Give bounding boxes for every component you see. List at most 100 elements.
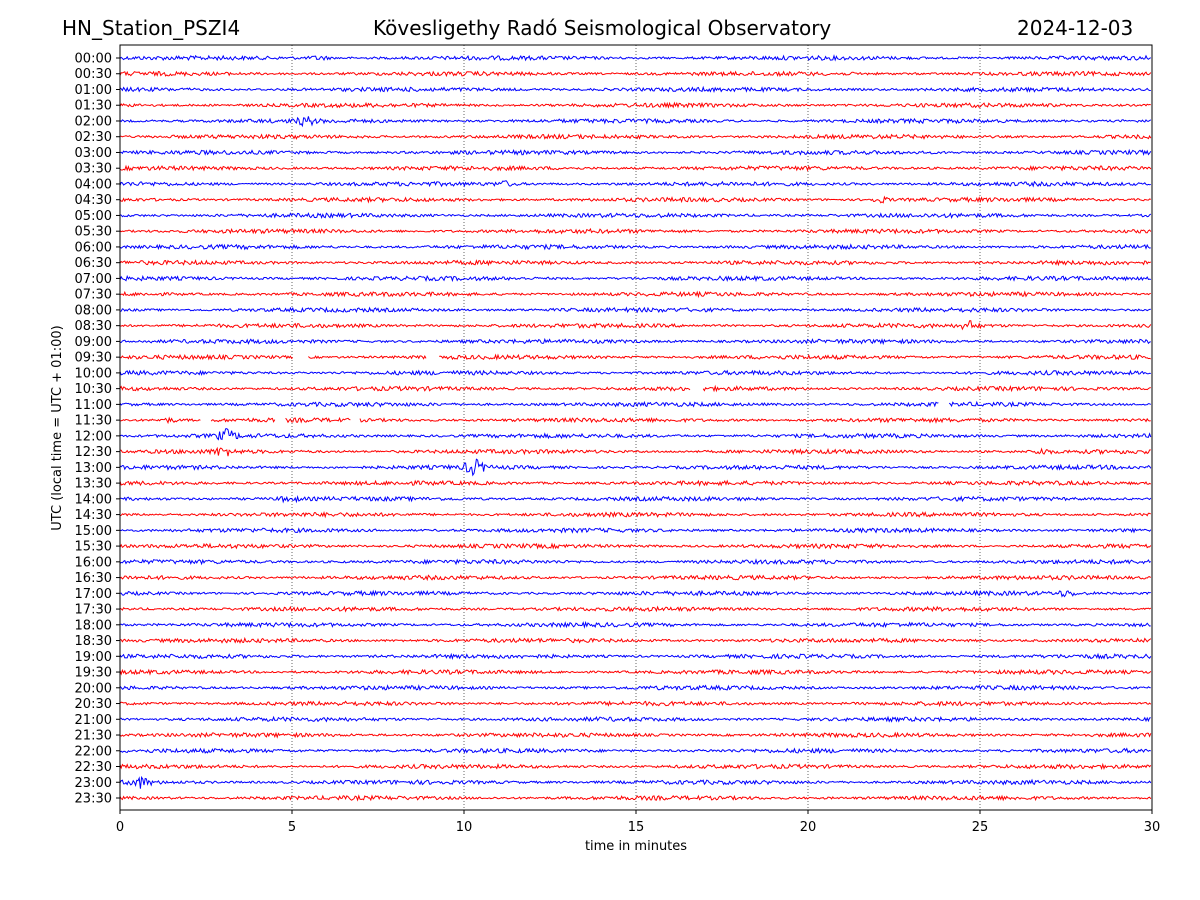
y-tick-label: 10:00 <box>75 366 112 381</box>
trace-1130 <box>359 416 1151 424</box>
trace-0930 <box>439 353 1151 361</box>
observatory-title: Kövesligethy Radó Seismological Observat… <box>373 16 832 40</box>
trace-0900 <box>119 337 1151 346</box>
y-tick-label: 02:00 <box>75 114 112 129</box>
y-tick-label: 14:30 <box>75 508 112 523</box>
trace-2200 <box>119 747 1151 754</box>
trace-1930 <box>119 668 1152 676</box>
trace-1600 <box>119 558 1152 566</box>
trace-0400 <box>119 180 1151 188</box>
x-tick-label: 10 <box>456 820 473 835</box>
y-tick-label: 20:30 <box>75 697 112 712</box>
y-tick-label: 23:00 <box>75 776 112 791</box>
trace-1830 <box>119 636 1152 644</box>
trace-2030 <box>119 700 1152 708</box>
y-tick-label: 10:30 <box>75 382 112 397</box>
y-tick-label: 03:30 <box>75 162 112 177</box>
y-tick-label: 22:30 <box>75 760 112 775</box>
trace-1000 <box>119 369 1151 377</box>
trace-0930 <box>308 354 427 360</box>
y-tick-label: 09:30 <box>75 351 112 366</box>
y-tick-label: 11:30 <box>75 414 112 429</box>
trace-2330 <box>119 794 1152 802</box>
trace-0000 <box>119 54 1152 62</box>
y-tick-label: 04:00 <box>75 177 112 192</box>
trace-0630 <box>119 259 1152 267</box>
x-tick-label: 20 <box>800 820 817 835</box>
y-tick-label: 13:00 <box>75 461 112 476</box>
x-tick-label: 0 <box>116 820 124 835</box>
trace-0600 <box>119 243 1151 251</box>
y-tick-label: 06:00 <box>75 240 112 255</box>
trace-1630 <box>119 574 1152 582</box>
trace-2230 <box>119 762 1152 770</box>
y-tick-label: 17:00 <box>75 587 112 602</box>
y-tick-label: 14:00 <box>75 492 112 507</box>
trace-0930 <box>119 353 294 361</box>
trace-1030 <box>119 385 691 392</box>
trace-0300 <box>119 148 1152 157</box>
trace-0130 <box>119 101 1151 109</box>
y-axis-label: UTC (local time = UTC + 01:00) <box>50 325 65 530</box>
y-tick-label: 23:30 <box>75 792 112 807</box>
trace-1030 <box>702 384 1151 393</box>
y-tick-label: 21:30 <box>75 729 112 744</box>
y-tick-label: 17:30 <box>75 603 112 618</box>
trace-0530 <box>119 227 1152 235</box>
trace-1500 <box>119 527 1152 534</box>
y-tick-label: 16:00 <box>75 555 112 570</box>
y-tick-label: 20:00 <box>75 681 112 696</box>
trace-1730 <box>119 605 1152 613</box>
trace-0030 <box>119 70 1152 78</box>
y-tick-label: 19:00 <box>75 650 112 665</box>
trace-1800 <box>119 620 1151 629</box>
trace-1300 <box>119 458 1152 477</box>
y-tick-label: 01:30 <box>75 99 112 114</box>
trace-1130 <box>210 417 276 423</box>
station-title: HN_Station_PSZI4 <box>62 16 241 40</box>
y-tick-label: 06:30 <box>75 256 112 271</box>
y-tick-label: 22:00 <box>75 744 112 759</box>
trace-0730 <box>119 290 1151 299</box>
trace-2130 <box>119 731 1152 739</box>
trace-0830 <box>119 320 1152 331</box>
y-tick-label: 08:30 <box>75 319 112 334</box>
trace-0700 <box>119 274 1151 283</box>
y-tick-label: 02:30 <box>75 130 112 145</box>
y-tick-label: 11:00 <box>75 398 112 413</box>
trace-2000 <box>119 684 1151 692</box>
y-tick-label: 19:30 <box>75 666 112 681</box>
x-axis-label: time in minutes <box>585 839 687 854</box>
y-tick-label: 00:30 <box>75 67 112 82</box>
trace-0430 <box>119 195 1151 204</box>
trace-1200 <box>119 428 1152 441</box>
trace-0330 <box>119 164 1152 172</box>
y-tick-label: 18:30 <box>75 634 112 649</box>
trace-2100 <box>120 715 1151 723</box>
trace-1100 <box>119 400 939 408</box>
trace-0100 <box>119 85 1151 94</box>
y-tick-label: 16:30 <box>75 571 112 586</box>
x-tick-label: 25 <box>972 820 989 835</box>
trace-1700 <box>119 589 1151 598</box>
trace-1100 <box>948 400 1152 408</box>
y-tick-label: 00:00 <box>75 52 112 67</box>
y-tick-label: 05:00 <box>75 209 112 224</box>
trace-1130 <box>119 416 201 425</box>
trace-2300 <box>119 775 1152 789</box>
trace-1900 <box>119 652 1152 660</box>
trace-1530 <box>119 542 1152 550</box>
trace-1330 <box>119 479 1152 487</box>
x-tick-label: 5 <box>288 820 296 835</box>
y-tick-label: 03:00 <box>75 146 112 161</box>
y-tick-label: 09:00 <box>75 335 112 350</box>
y-tick-label: 04:30 <box>75 193 112 208</box>
trace-1230 <box>119 446 1151 457</box>
trace-0500 <box>119 212 1152 220</box>
y-tick-label: 08:00 <box>75 303 112 318</box>
trace-0200 <box>119 116 1152 128</box>
y-tick-label: 07:30 <box>75 288 112 303</box>
y-tick-label: 01:00 <box>75 83 112 98</box>
trace-1430 <box>119 510 1151 519</box>
